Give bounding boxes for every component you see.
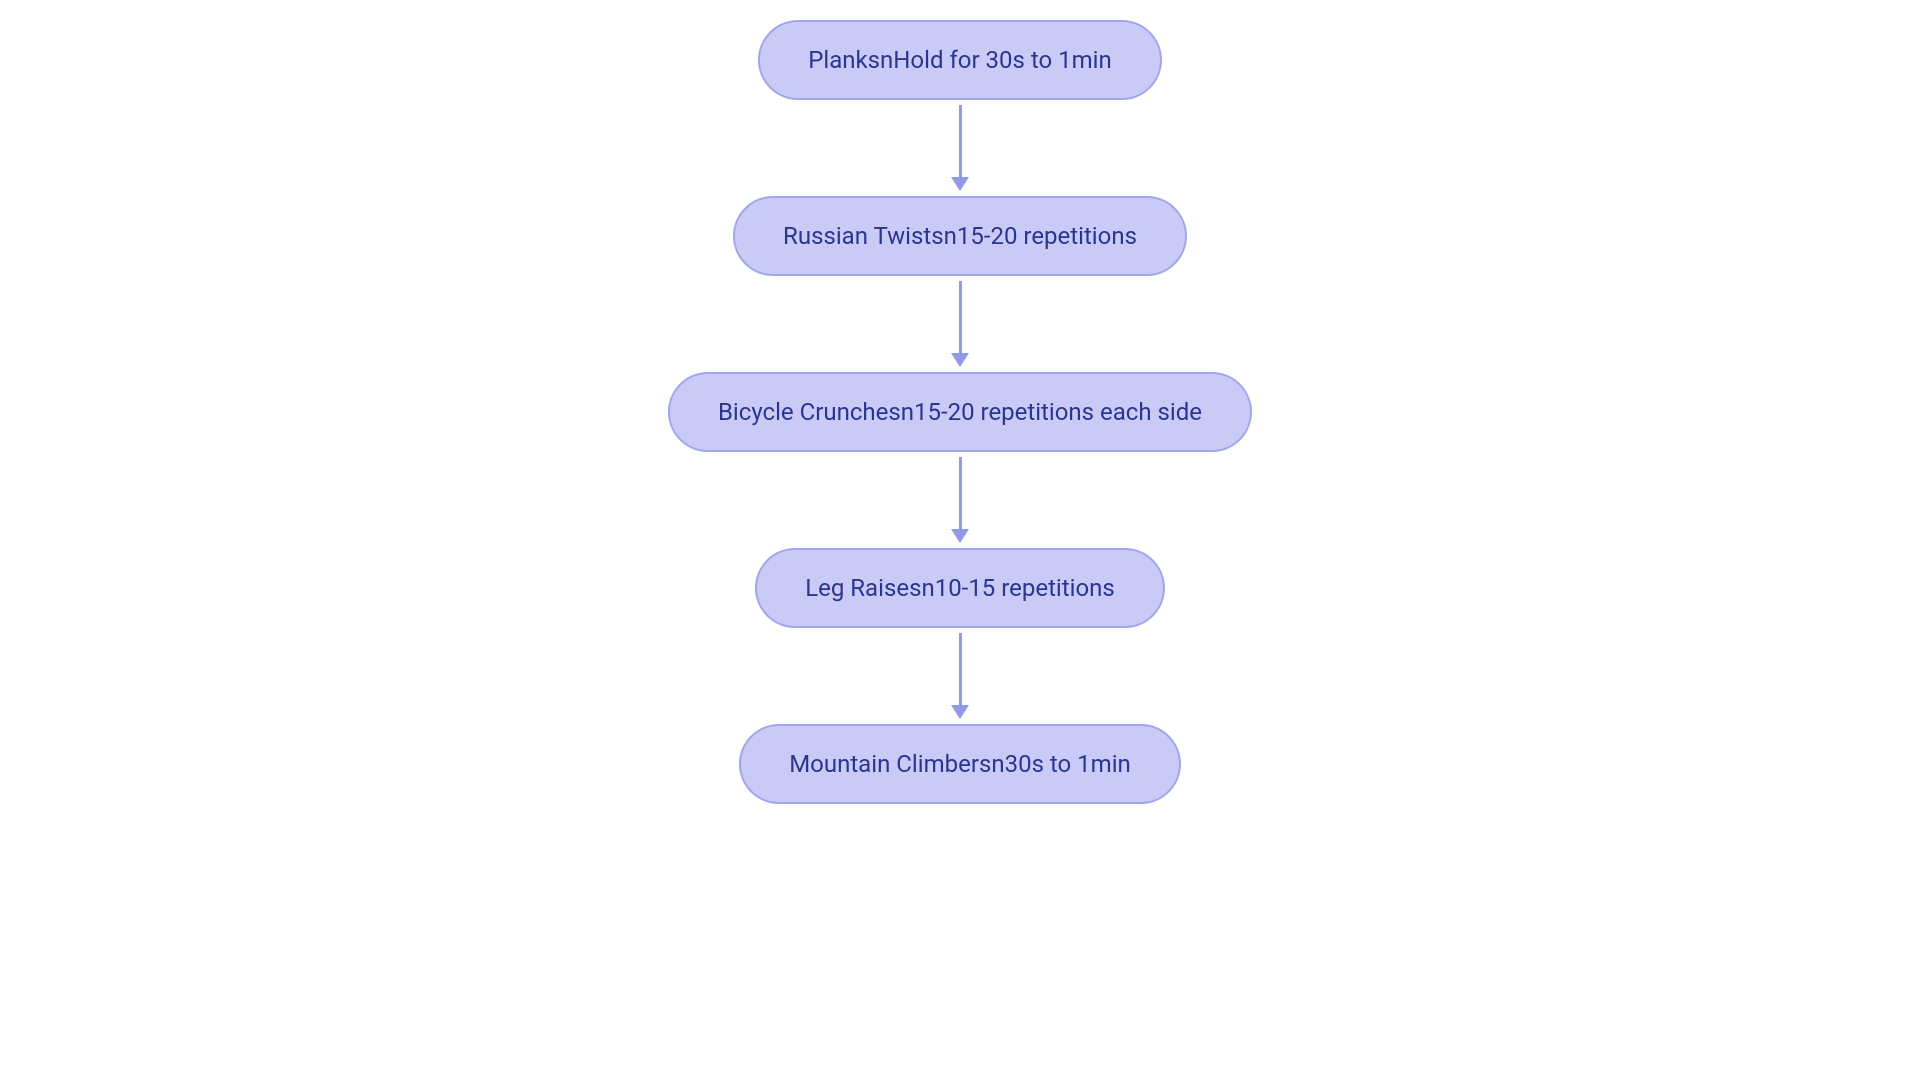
flowchart-node-n1: PlanksnHold for 30s to 1min — [758, 20, 1162, 100]
flowchart-arrow — [951, 100, 969, 196]
flowchart-node-n3: Bicycle Crunchesn15-20 repetitions each … — [668, 372, 1252, 452]
flowchart-arrow — [951, 628, 969, 724]
flowchart-arrow — [951, 276, 969, 372]
flowchart-container: PlanksnHold for 30s to 1min Russian Twist… — [668, 20, 1252, 804]
flowchart-arrow — [951, 452, 969, 548]
flowchart-node-n4: Leg Raisesn10-15 repetitions — [755, 548, 1165, 628]
flowchart-node-n2: Russian Twistsn15-20 repetitions — [733, 196, 1187, 276]
flowchart-node-n5: Mountain Climbersn30s to 1min — [739, 724, 1181, 804]
